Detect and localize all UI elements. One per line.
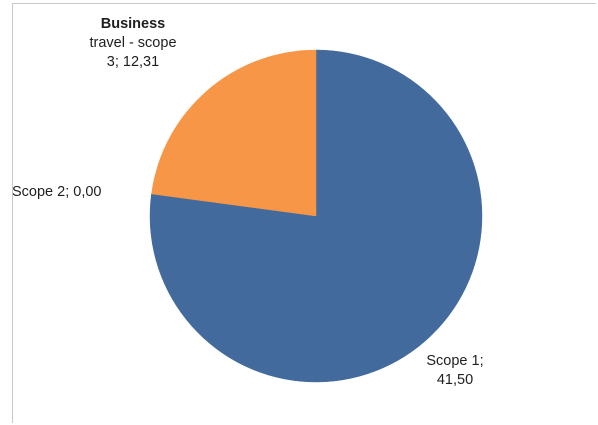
pie-slice-scope-1 (149, 49, 483, 383)
data-label-business-travel-line1: Business (100, 16, 166, 32)
data-label-business-travel-line3: 3; 12,31 (106, 54, 160, 70)
data-label-scope-2: Scope 2; 0,00 (12, 183, 102, 202)
chart-frame (12, 3, 596, 423)
data-label-scope-1: Scope 1; 41,50 (420, 352, 490, 390)
data-label-business-travel-line2: travel - scope (89, 35, 177, 51)
data-label-scope-1-line2: 41,50 (436, 372, 474, 388)
data-label-business-travel: Business travel - scope 3; 12,31 (68, 15, 198, 72)
pie-slice-business-travel (151, 49, 317, 217)
data-label-scope-2-line1: Scope 2; 0,00 (12, 184, 102, 200)
data-label-scope-1-line1: Scope 1; (426, 353, 484, 369)
